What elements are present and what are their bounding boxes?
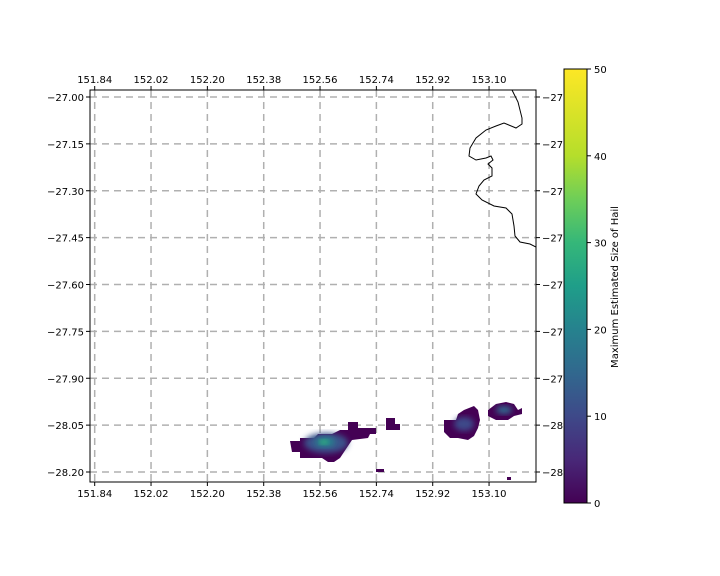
tick-label-right: −27. — [542, 234, 566, 245]
colorbar-tick-label: 20 — [594, 325, 607, 336]
tick-label-bottom: 152.74 — [359, 489, 394, 500]
colorbar-tick-label: 30 — [594, 239, 607, 250]
gridlines — [90, 90, 536, 482]
colorbar: 0 10 20 30 40 50 Maximum Estimated Size of Ha… — [563, 65, 621, 510]
tick-label-left: −28.20 — [47, 468, 84, 479]
tick-label-bottom: 152.38 — [246, 489, 281, 500]
tick-label-top: 152.02 — [134, 75, 169, 86]
colorbar-tick-label: 40 — [594, 152, 607, 163]
tick-label-bottom: 151.84 — [77, 489, 112, 500]
tick-label-left: −27.90 — [47, 374, 84, 385]
tick-label-right: −27. — [542, 374, 566, 385]
tick-label-right: −27. — [542, 93, 566, 104]
tick-label-right: −27. — [542, 187, 566, 198]
hail-swaths — [290, 402, 522, 480]
tick-label-right: −27. — [542, 281, 566, 292]
colorbar-tick-label: 0 — [594, 499, 600, 510]
tick-label-left: −27.30 — [47, 187, 84, 198]
tick-label-right: −28. — [542, 421, 566, 432]
colorbar-label: Maximum Estimated Size of Hail — [610, 206, 621, 368]
colorbar-gradient — [563, 68, 588, 504]
colorbar-tick-label: 10 — [594, 412, 607, 423]
tick-label-bottom: 152.56 — [303, 489, 338, 500]
tick-label-right: −27. — [542, 140, 566, 151]
tick-label-top: 151.84 — [77, 75, 112, 86]
tick-marks — [86, 86, 540, 486]
tick-label-bottom: 152.20 — [190, 489, 225, 500]
tick-label-top: 153.10 — [472, 75, 507, 86]
tick-label-top: 152.74 — [359, 75, 394, 86]
tick-label-top: 152.38 — [246, 75, 281, 86]
colorbar-tick-label: 50 — [594, 65, 607, 76]
tick-label-right: −28. — [542, 468, 566, 479]
tick-labels: 151.84 151.84 152.02 152.02 152.20 152.20 152.… — [47, 75, 566, 500]
tick-label-left: −28.05 — [47, 421, 84, 432]
hail-speck-2 — [507, 477, 511, 480]
coastline — [468, 90, 536, 248]
tick-label-top: 152.20 — [190, 75, 225, 86]
hail-swath-small — [386, 418, 400, 430]
hail-core-east-1 — [454, 417, 474, 431]
colorbar-ticks: 0 10 20 30 40 50 — [587, 65, 607, 510]
map-axes: 151.84 151.84 152.02 152.02 152.20 152.20 152.… — [47, 75, 566, 500]
tick-label-bottom: 152.02 — [134, 489, 169, 500]
tick-label-top: 152.92 — [415, 75, 450, 86]
tick-label-left: −27.60 — [47, 281, 84, 292]
tick-label-left: −27.75 — [47, 327, 84, 338]
hail-core-3 — [320, 439, 328, 445]
tick-label-left: −27.45 — [47, 234, 84, 245]
tick-label-left: −27.15 — [47, 140, 84, 151]
hail-speck-1 — [376, 469, 384, 472]
hail-core-east-2 — [496, 406, 512, 414]
tick-label-left: −27.00 — [47, 93, 84, 104]
tick-label-right: −27. — [542, 327, 566, 338]
tick-label-bottom: 152.92 — [415, 489, 450, 500]
map-frame — [89, 89, 537, 483]
tick-label-top: 152.56 — [303, 75, 338, 86]
tick-label-bottom: 153.10 — [472, 489, 507, 500]
